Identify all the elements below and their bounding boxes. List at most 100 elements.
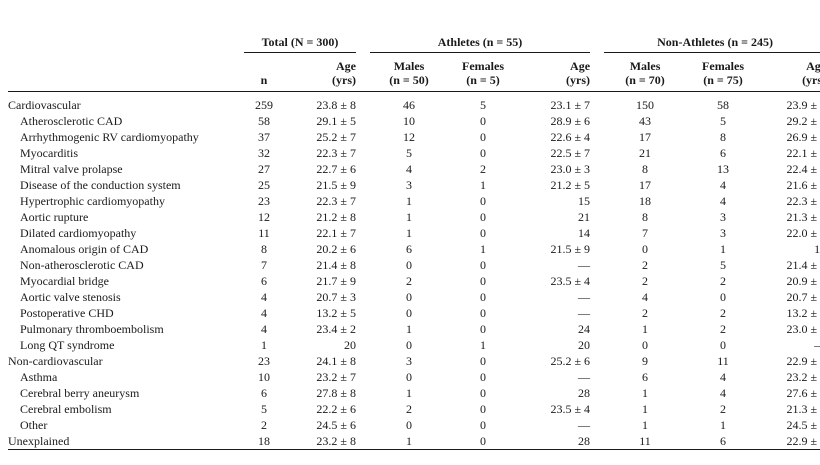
row-label: Non-atherosclerotic CAD	[20, 258, 144, 272]
cell-athletes-age: 21.5 ± 9	[550, 242, 591, 256]
column-header-gap	[356, 52, 371, 92]
cell-athletes-females: 1	[480, 178, 487, 192]
cell-non-athletes-females: 13	[717, 162, 730, 176]
cell-non-athletes-age: 21.3 ± 6	[786, 402, 820, 416]
cell-total-n: 2	[261, 418, 267, 432]
column-header-row: n Age (yrs) Males (n = 50) Females (n = 5) …	[8, 52, 820, 92]
cell-athletes-males: 0	[406, 418, 413, 432]
cell-non-athletes-males: 2	[642, 258, 649, 272]
table-body: Cardiovascular 259 23.8 ± 8 46 5 23.1 ± 7 150 5…	[8, 92, 820, 450]
cell-athletes-females: 0	[480, 130, 487, 144]
cell-total-age: 20.2 ± 6	[316, 242, 357, 256]
cell-non-athletes-age: 22.1 ± 7	[786, 146, 820, 160]
cell-gap	[590, 385, 604, 401]
table-row: Pulmonary thromboembolism 4 23.4 ± 2 1 0 24 1 2…	[8, 321, 820, 337]
cell-gap	[590, 225, 604, 241]
cell-total-age: 21.2 ± 8	[316, 210, 357, 224]
cell-athletes-age: —	[578, 370, 591, 384]
table-row: Non-cardiovascular 23 24.1 ± 8 3 0 25.2 ± 6 9 1…	[8, 353, 820, 369]
cell-athletes-females: 2	[480, 162, 487, 176]
row-label: Dilated cardiomyopathy	[20, 226, 137, 240]
cell-total-n: 1	[261, 338, 267, 352]
table-row: Other 2 24.5 ± 6 0 0 — 1 1 24.5 ± 6	[8, 417, 820, 433]
cell-non-athletes-age: —	[760, 337, 820, 353]
cell-non-athletes-females: 5	[720, 258, 727, 272]
cell-non-athletes-females: 2	[720, 402, 727, 416]
cell-non-athletes-males: 8	[642, 162, 649, 176]
cell-non-athletes-age: 24.5 ± 6	[786, 418, 820, 432]
cell-non-athletes-males: 11	[604, 433, 687, 450]
cell-gap	[590, 305, 604, 321]
row-label: Aortic rupture	[20, 210, 89, 224]
cell-non-athletes-males: 1	[642, 418, 649, 432]
cell-non-athletes-females: 2	[720, 274, 727, 288]
cell-athletes-females: 1	[480, 338, 487, 352]
header-gap	[590, 30, 604, 53]
cell-total-age: 22.1 ± 7	[316, 226, 357, 240]
table-row: Myocarditis 32 22.3 ± 7 5 0 22.5 ± 7 21 6 22.1 ±…	[8, 145, 820, 161]
cell-gap	[590, 161, 604, 177]
cell-athletes-females: 0	[480, 402, 487, 416]
table-row: Cerebral embolism 5 22.2 ± 6 2 0 23.5 ± 4 1 2 21…	[8, 401, 820, 417]
cell-athletes-females: 0	[480, 418, 487, 432]
cell-gap	[590, 129, 604, 145]
cell-non-athletes-females: 4	[720, 386, 727, 400]
table-row: Postoperative CHD 4 13.2 ± 5 0 0 — 2 2 13.2 ± 5	[8, 305, 820, 321]
column-header-athletes-females: Females (n = 5)	[448, 52, 519, 92]
cell-athletes-age: 23.5 ± 4	[550, 402, 591, 416]
cell-non-athletes-females: 4	[720, 178, 727, 192]
cell-non-athletes-age: 22.4 ± 6	[786, 162, 820, 176]
cell-total-age: 25.2 ± 7	[316, 130, 357, 144]
cell-non-athletes-females: 1	[720, 418, 727, 432]
row-category-label: Cardiovascular	[8, 98, 81, 112]
cell-gap	[590, 241, 604, 257]
cell-athletes-females: 0	[480, 210, 487, 224]
row-label: Mitral valve prolapse	[20, 162, 123, 176]
cell-non-athletes-males: 1	[642, 402, 649, 416]
cell-total-n: 11	[258, 226, 270, 240]
cell-non-athletes-males: 17	[639, 130, 652, 144]
cell-non-athletes-males: 43	[639, 114, 652, 128]
table-row: Myocardial bridge 6 21.7 ± 9 2 0 23.5 ± 4 2 2 20…	[8, 273, 820, 289]
cell-non-athletes-age: 22.3 ± 7	[786, 194, 820, 208]
cell-non-athletes-age: 22.9 ± 8	[760, 433, 820, 450]
cell-athletes-females: 0	[480, 274, 487, 288]
cell-gap	[356, 129, 370, 145]
cell-non-athletes-males: 2	[642, 274, 649, 288]
cell-total-n: 10	[258, 370, 270, 384]
cell-athletes-age: 20	[578, 338, 591, 352]
cell-non-athletes-age: 13.2 ± 5	[786, 306, 820, 320]
cell-total-n: 58	[258, 114, 270, 128]
cell-gap	[590, 177, 604, 193]
cell-total-n: 6	[261, 386, 267, 400]
column-header-athletes-females-line2: (n = 5)	[466, 73, 500, 87]
cell-athletes-age: 23.1 ± 7	[550, 98, 591, 112]
cell-non-athletes-age: 13	[814, 242, 820, 256]
row-label: Postoperative CHD	[20, 306, 114, 320]
cell-gap	[356, 369, 370, 385]
cell-athletes-age: 25.2 ± 6	[550, 354, 591, 368]
cell-gap	[590, 289, 604, 305]
cell-total-age: 23.4 ± 2	[316, 322, 357, 336]
table-row: Aortic valve stenosis 4 20.7 ± 3 0 0 — 4 0 20.7 …	[8, 289, 820, 305]
cell-gap	[356, 321, 370, 337]
cell-gap	[590, 145, 604, 161]
column-header-total-n-text: n	[260, 73, 268, 87]
cell-athletes-females: 0	[480, 258, 487, 272]
table-row: Non-atherosclerotic CAD 7 21.4 ± 8 0 0 — 2 5 21.…	[8, 257, 820, 273]
row-label: Cerebral embolism	[20, 402, 112, 416]
column-header-athletes-age: Age (yrs)	[518, 52, 591, 92]
cell-athletes-females: 0	[480, 146, 487, 160]
column-header-non-athletes-males: Males (n = 70)	[604, 52, 687, 92]
cell-athletes-age: —	[578, 418, 591, 432]
cell-athletes-age: 28	[578, 386, 591, 400]
column-header-athletes-females-line1: Females	[462, 59, 504, 73]
cell-non-athletes-males: 0	[642, 338, 649, 352]
cell-athletes-males: 12	[403, 130, 416, 144]
cell-non-athletes-age: 21.4 ± 8	[786, 258, 820, 272]
cell-total-age: 13.2 ± 5	[316, 306, 357, 320]
cell-total-age: 29.1 ± 5	[316, 114, 357, 128]
cell-gap	[356, 417, 370, 433]
row-label: Anomalous origin of CAD	[20, 242, 149, 256]
column-header-athletes-males: Males (n = 50)	[370, 52, 449, 92]
